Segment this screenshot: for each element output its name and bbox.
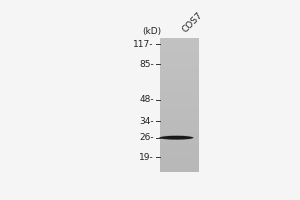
Bar <box>160 96 199 98</box>
Text: 117-: 117- <box>133 40 154 49</box>
Bar <box>160 138 199 141</box>
Bar <box>160 73 199 76</box>
Text: 48-: 48- <box>139 95 154 104</box>
Text: 26-: 26- <box>139 133 154 142</box>
Bar <box>160 40 199 42</box>
Bar <box>160 149 199 152</box>
Bar <box>160 60 199 62</box>
Bar <box>160 100 199 103</box>
Bar <box>160 42 199 45</box>
Bar <box>160 120 199 123</box>
Ellipse shape <box>159 136 194 140</box>
Bar <box>160 47 199 49</box>
Bar <box>160 123 199 125</box>
Bar <box>160 51 199 53</box>
Bar <box>160 131 199 134</box>
Bar <box>160 62 199 65</box>
Bar <box>160 143 199 145</box>
Bar <box>160 82 199 85</box>
Bar <box>160 56 199 58</box>
Bar <box>160 161 199 163</box>
Bar <box>160 98 199 100</box>
Bar <box>160 140 199 143</box>
Bar <box>160 125 199 127</box>
Bar <box>160 114 199 116</box>
Bar <box>160 67 199 69</box>
Bar <box>160 116 199 118</box>
Bar <box>160 163 199 165</box>
Bar <box>160 105 199 107</box>
Bar <box>160 69 199 71</box>
Bar <box>160 147 199 150</box>
Bar <box>160 65 199 67</box>
Text: 19-: 19- <box>139 153 154 162</box>
Bar <box>160 136 199 138</box>
Bar <box>160 89 199 91</box>
Bar <box>160 156 199 158</box>
Bar <box>160 58 199 60</box>
Bar <box>160 169 199 172</box>
Bar <box>160 167 199 170</box>
Bar <box>160 154 199 156</box>
Text: COS7: COS7 <box>181 10 204 34</box>
Bar <box>160 158 199 161</box>
Bar <box>160 49 199 51</box>
Bar <box>160 76 199 78</box>
Bar <box>160 145 199 147</box>
Ellipse shape <box>164 135 189 137</box>
Bar <box>160 85 199 87</box>
Text: 34-: 34- <box>139 117 154 126</box>
Text: (kD): (kD) <box>142 27 161 36</box>
Text: 85-: 85- <box>139 60 154 69</box>
Bar <box>160 80 199 83</box>
Bar <box>160 91 199 94</box>
Bar <box>160 127 199 129</box>
Bar <box>160 134 199 136</box>
Bar <box>160 38 199 40</box>
Bar <box>160 118 199 120</box>
Bar <box>160 94 199 96</box>
Bar <box>160 111 199 114</box>
Bar <box>160 102 199 105</box>
Bar <box>160 78 199 80</box>
Bar <box>160 107 199 109</box>
Bar <box>160 129 199 132</box>
Bar <box>160 53 199 56</box>
Bar <box>160 87 199 89</box>
Bar <box>160 152 199 154</box>
Bar <box>160 44 199 47</box>
Bar <box>160 109 199 112</box>
Bar <box>160 71 199 74</box>
Bar <box>160 165 199 167</box>
